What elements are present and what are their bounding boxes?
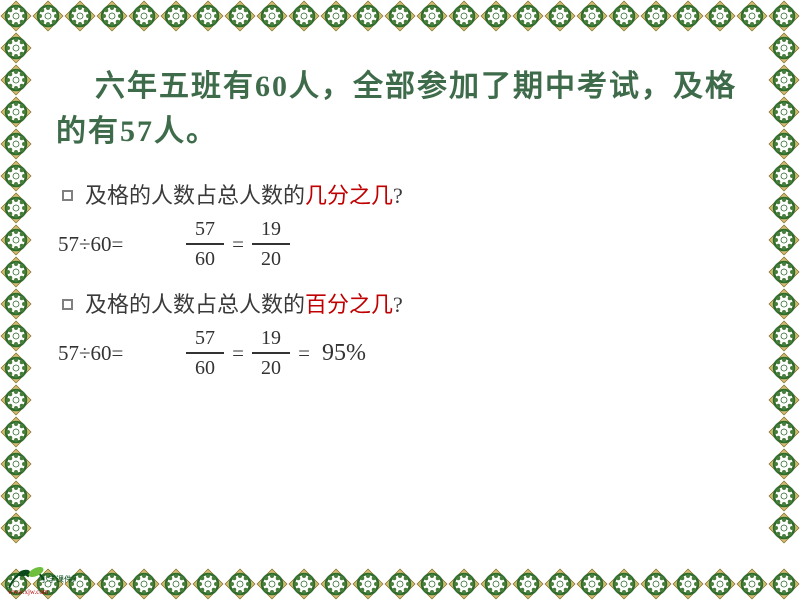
q2-highlight: 百分之几 — [305, 292, 393, 317]
site-logo-icon: 小学课件网 www.xjw.com — [6, 562, 76, 596]
eq2-f2d: 20 — [261, 356, 281, 380]
eq1-op: = — [224, 232, 252, 257]
eq2-f1n: 57 — [195, 326, 215, 350]
title-post: 人。 — [154, 115, 218, 148]
title-pre: 六年五班有 — [95, 70, 255, 103]
eq1-frac1: 5760 — [186, 217, 224, 271]
slide-frame: 六年五班有60人，全部参加了期中考试，及格的有57人。 及格的人数占总人数的几分… — [0, 0, 800, 600]
eq2-pct: 95% — [322, 340, 366, 367]
bullet-icon — [62, 190, 73, 201]
svg-text:www.xjw.com: www.xjw.com — [8, 588, 49, 596]
problem-statement: 六年五班有60人，全部参加了期中考试，及格的有57人。 — [56, 64, 744, 154]
eq1-lhs: 57÷60= — [58, 232, 168, 257]
q1-post: ? — [393, 183, 403, 208]
eq1-frac2: 1920 — [252, 217, 290, 271]
eq2-f1d: 60 — [195, 356, 215, 380]
content-area: 六年五班有60人，全部参加了期中考试，及格的有57人。 及格的人数占总人数的几分… — [28, 28, 772, 572]
title-n2: 57 — [120, 115, 154, 148]
eq2-eq: = — [290, 341, 318, 366]
eq1-f2d: 20 — [261, 247, 281, 271]
eq1-f1n: 57 — [195, 217, 215, 241]
question-1: 及格的人数占总人数的几分之几? — [56, 178, 744, 213]
q1-highlight: 几分之几 — [305, 183, 393, 208]
title-n1: 60 — [255, 70, 289, 103]
q1-pre: 及格的人数占总人数的 — [85, 183, 305, 208]
question-2: 及格的人数占总人数的百分之几? — [56, 287, 744, 322]
equation-1: 57÷60= 5760 = 1920 — [56, 217, 744, 271]
eq2-f2n: 19 — [261, 326, 281, 350]
eq2-frac1: 5760 — [186, 326, 224, 380]
svg-text:小学课件网: 小学课件网 — [40, 574, 76, 584]
equation-2: 57÷60= 5760 = 1920 = 95% — [56, 326, 744, 380]
eq2-op: = — [224, 341, 252, 366]
eq1-f2n: 19 — [261, 217, 281, 241]
eq1-f1d: 60 — [195, 247, 215, 271]
bullet-icon — [62, 299, 73, 310]
q2-post: ? — [393, 292, 403, 317]
eq2-lhs: 57÷60= — [58, 341, 168, 366]
q2-pre: 及格的人数占总人数的 — [85, 292, 305, 317]
eq2-frac2: 1920 — [252, 326, 290, 380]
